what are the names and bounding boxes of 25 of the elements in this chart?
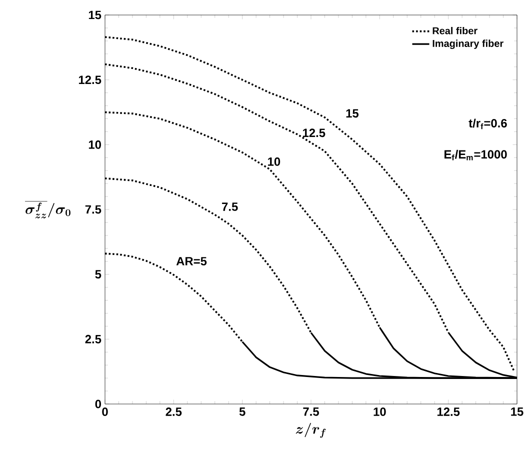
annotation: E$_{f}$/E$_{m}$=1000: [444, 150, 507, 160]
x-tick-label: 2.5: [166, 408, 182, 416]
y-tick-label: 7.5: [85, 205, 102, 214]
x-tick-label: 15: [511, 408, 524, 416]
y-tick-label: 5: [95, 270, 102, 278]
x-tick-label: 12.5: [437, 408, 460, 416]
y-tick-label: 10: [88, 140, 101, 149]
y-axis-title: $\overline{\sigma_{zz}^{f}}\Big/\sigma_{0}$: [24, 201, 70, 218]
x-tick-label: 5: [239, 408, 246, 416]
annotation: 12.5: [303, 128, 326, 138]
annotation: 10: [268, 157, 280, 166]
x-tick-label: 7.5: [303, 408, 319, 416]
x-axis-title: $z/r_{f}$: [296, 422, 326, 438]
y-tick-label: 15: [88, 10, 102, 20]
annotation: 15: [346, 109, 359, 118]
x-tick-label: 0: [102, 408, 108, 416]
annotation: 7.5: [222, 202, 238, 211]
annotation: AR=5: [176, 257, 207, 266]
x-tick-label: 10: [374, 408, 386, 416]
legend-label: Real fiber: [432, 26, 478, 34]
y-tick-label: 12.5: [78, 76, 102, 84]
y-tick-label: 0: [95, 400, 101, 408]
legend-label: Imaginary fiber: [432, 40, 504, 49]
annotation: t/r$_{f}$=0.6: [468, 118, 507, 130]
y-tick-label: 2.5: [85, 334, 102, 344]
